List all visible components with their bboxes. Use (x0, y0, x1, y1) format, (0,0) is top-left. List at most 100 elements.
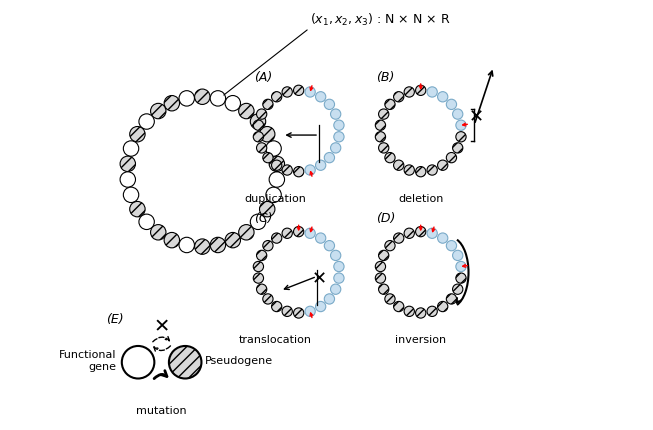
Circle shape (122, 346, 154, 379)
Text: mutation: mutation (136, 405, 187, 415)
Circle shape (139, 215, 154, 230)
Circle shape (257, 144, 267, 154)
Circle shape (315, 92, 326, 103)
Circle shape (253, 132, 264, 143)
Circle shape (330, 284, 341, 295)
Circle shape (151, 225, 166, 240)
Circle shape (210, 238, 225, 253)
Circle shape (379, 284, 389, 295)
Circle shape (385, 241, 395, 251)
Circle shape (250, 215, 266, 230)
Circle shape (456, 273, 466, 283)
Circle shape (315, 161, 326, 171)
Text: ✕: ✕ (153, 316, 170, 335)
Circle shape (195, 240, 210, 255)
Circle shape (259, 127, 275, 143)
Circle shape (394, 233, 404, 244)
Circle shape (263, 294, 273, 304)
Text: inversion: inversion (395, 335, 446, 344)
Circle shape (404, 88, 415, 98)
Circle shape (334, 121, 344, 131)
Circle shape (282, 307, 293, 317)
Circle shape (330, 144, 341, 154)
Circle shape (225, 96, 240, 112)
Circle shape (315, 302, 326, 312)
Circle shape (272, 161, 282, 171)
Circle shape (385, 100, 395, 110)
Circle shape (375, 262, 385, 272)
Circle shape (123, 141, 138, 157)
Circle shape (456, 121, 466, 131)
Circle shape (259, 202, 275, 217)
Circle shape (404, 229, 415, 239)
Circle shape (446, 241, 456, 251)
Circle shape (456, 262, 466, 272)
Circle shape (253, 121, 264, 131)
Circle shape (253, 273, 264, 283)
Circle shape (210, 92, 225, 107)
Circle shape (257, 251, 267, 261)
Text: (A): (A) (254, 71, 272, 83)
Circle shape (415, 167, 426, 178)
Circle shape (446, 294, 456, 304)
Circle shape (379, 251, 389, 261)
Circle shape (427, 307, 438, 317)
Circle shape (294, 308, 304, 318)
Circle shape (379, 144, 389, 154)
Circle shape (164, 96, 180, 112)
Circle shape (294, 227, 304, 237)
Circle shape (238, 104, 254, 120)
Circle shape (427, 166, 438, 176)
Circle shape (179, 92, 195, 107)
Circle shape (394, 161, 404, 171)
Text: (D): (D) (375, 212, 395, 224)
Text: translocation: translocation (238, 335, 311, 344)
Circle shape (294, 86, 304, 96)
Circle shape (330, 251, 341, 261)
Text: (C): (C) (254, 212, 272, 224)
Circle shape (266, 141, 281, 157)
Circle shape (446, 100, 456, 110)
Circle shape (334, 273, 344, 283)
Circle shape (263, 100, 273, 110)
Circle shape (325, 153, 334, 163)
Circle shape (151, 104, 166, 120)
Circle shape (225, 233, 240, 248)
Circle shape (263, 153, 273, 163)
Circle shape (269, 157, 285, 172)
Text: (E): (E) (106, 312, 123, 325)
Circle shape (139, 114, 154, 130)
Text: $(x_1, x_2, x_3)$ : N $\times$ N $\times$ R: $(x_1, x_2, x_3)$ : N $\times$ N $\times… (310, 12, 451, 28)
Circle shape (305, 166, 315, 176)
Circle shape (282, 166, 293, 176)
Circle shape (164, 233, 180, 248)
Circle shape (305, 88, 315, 98)
Text: (B): (B) (375, 71, 394, 83)
Circle shape (415, 308, 426, 318)
Circle shape (385, 294, 395, 304)
Circle shape (446, 153, 456, 163)
Text: ✕: ✕ (469, 108, 484, 126)
Circle shape (325, 241, 334, 251)
Circle shape (272, 92, 282, 103)
Circle shape (282, 229, 293, 239)
Text: duplication: duplication (244, 194, 306, 204)
Circle shape (453, 110, 463, 120)
Circle shape (169, 346, 202, 379)
Text: ✕: ✕ (311, 270, 326, 288)
Text: Pseudogene: Pseudogene (204, 355, 272, 365)
Circle shape (257, 110, 267, 120)
Circle shape (179, 238, 195, 253)
Circle shape (120, 157, 135, 172)
Circle shape (404, 166, 415, 176)
Circle shape (325, 100, 334, 110)
Circle shape (266, 187, 281, 203)
Circle shape (269, 172, 285, 188)
Circle shape (379, 110, 389, 120)
Circle shape (325, 294, 334, 304)
Circle shape (123, 187, 138, 203)
Circle shape (257, 284, 267, 295)
Circle shape (120, 172, 135, 188)
Circle shape (375, 121, 385, 131)
Circle shape (282, 88, 293, 98)
